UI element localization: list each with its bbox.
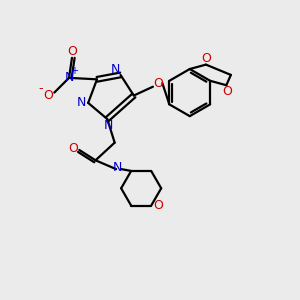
Text: N: N bbox=[111, 63, 120, 76]
Text: -: - bbox=[38, 82, 42, 95]
Text: O: O bbox=[153, 77, 163, 90]
Text: N: N bbox=[104, 119, 113, 132]
Text: O: O bbox=[222, 85, 232, 98]
Text: +: + bbox=[70, 66, 78, 76]
Text: O: O bbox=[202, 52, 212, 64]
Text: O: O bbox=[68, 142, 78, 155]
Text: O: O bbox=[154, 199, 164, 212]
Text: O: O bbox=[43, 89, 53, 102]
Text: N: N bbox=[113, 161, 122, 174]
Text: N: N bbox=[77, 96, 86, 110]
Text: O: O bbox=[67, 45, 77, 58]
Text: N: N bbox=[64, 71, 74, 84]
